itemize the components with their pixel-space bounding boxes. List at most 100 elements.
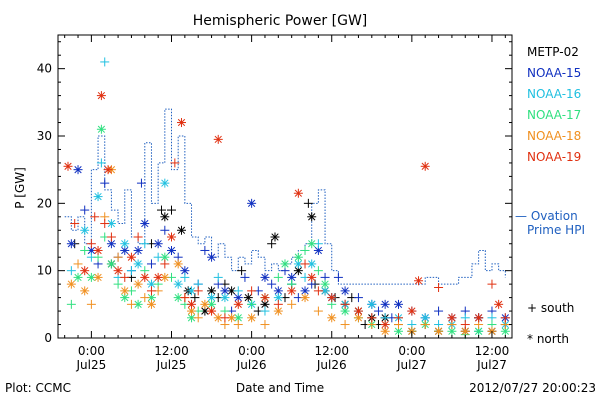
plot-timestamp: 2012/07/27 20:00:23 bbox=[469, 381, 596, 395]
data-point bbox=[73, 259, 83, 269]
star-d2 bbox=[94, 246, 102, 255]
star-d2 bbox=[154, 273, 162, 282]
star-d2 bbox=[121, 246, 129, 255]
star-d2 bbox=[294, 253, 303, 261]
data-point bbox=[313, 245, 323, 255]
star-d2 bbox=[64, 162, 72, 170]
data-point bbox=[303, 198, 313, 208]
data-point bbox=[140, 239, 150, 249]
star-d2 bbox=[321, 280, 329, 288]
data-point bbox=[220, 313, 230, 323]
star-d2 bbox=[308, 273, 316, 282]
data-point bbox=[247, 198, 257, 208]
star-d2 bbox=[381, 300, 389, 308]
star-d2 bbox=[234, 293, 242, 302]
star-d2 bbox=[414, 277, 423, 285]
data-point bbox=[407, 306, 417, 316]
x-axis-label: Date and Time bbox=[236, 381, 324, 395]
data-point bbox=[133, 279, 143, 289]
star-d2 bbox=[227, 287, 236, 295]
star-d2 bbox=[227, 314, 236, 322]
data-point bbox=[106, 232, 116, 242]
data-point bbox=[140, 219, 150, 229]
data-point bbox=[287, 299, 297, 309]
star-d2 bbox=[381, 327, 389, 335]
data-point bbox=[106, 259, 116, 269]
data-point bbox=[380, 326, 390, 336]
data-point bbox=[353, 306, 363, 316]
star-d2 bbox=[448, 314, 456, 322]
data-point bbox=[173, 259, 183, 269]
star-d2 bbox=[274, 287, 282, 295]
data-point bbox=[340, 320, 350, 330]
data-point bbox=[447, 313, 457, 323]
data-point bbox=[86, 299, 96, 309]
data-point bbox=[367, 313, 377, 323]
data-point bbox=[146, 299, 156, 309]
data-point bbox=[313, 266, 323, 276]
star-d2 bbox=[147, 293, 156, 302]
data-point bbox=[200, 299, 210, 309]
data-point bbox=[113, 266, 123, 276]
data-point bbox=[120, 286, 130, 296]
star-d2 bbox=[201, 307, 209, 315]
data-point bbox=[167, 232, 176, 242]
star-d2 bbox=[271, 233, 279, 241]
star-d2 bbox=[308, 260, 316, 268]
data-point bbox=[313, 286, 323, 296]
data-point bbox=[273, 286, 283, 296]
data-point bbox=[133, 232, 143, 242]
x-tick-time-label: 12:00 bbox=[314, 344, 349, 358]
data-point bbox=[243, 293, 253, 303]
legend-entry: METP-02 bbox=[527, 45, 579, 59]
data-point bbox=[213, 134, 223, 144]
data-point bbox=[156, 205, 166, 215]
star-d2 bbox=[141, 219, 149, 228]
chart-title: Hemispheric Power [GW] bbox=[193, 13, 368, 29]
data-point bbox=[170, 158, 180, 168]
data-point bbox=[313, 306, 323, 316]
star-d2 bbox=[94, 192, 102, 201]
data-point bbox=[340, 286, 350, 296]
data-point bbox=[320, 279, 330, 289]
data-point bbox=[327, 293, 337, 303]
star-d2 bbox=[74, 166, 82, 174]
star-d2 bbox=[274, 293, 282, 302]
legend-ovation-line2: Prime HPI bbox=[527, 223, 585, 237]
star-d2 bbox=[81, 287, 89, 295]
y-axis-label: P [GW] bbox=[13, 167, 27, 209]
star-d2 bbox=[281, 260, 289, 268]
star-d2 bbox=[308, 240, 316, 248]
data-point bbox=[126, 252, 136, 262]
star-d2 bbox=[288, 273, 296, 282]
data-point bbox=[160, 212, 170, 222]
data-point bbox=[380, 299, 390, 309]
data-point bbox=[340, 299, 350, 309]
star-d2 bbox=[207, 293, 216, 302]
data-point bbox=[140, 293, 150, 303]
star-d2 bbox=[167, 246, 176, 255]
star-d2 bbox=[161, 213, 169, 221]
star-d2 bbox=[314, 246, 323, 255]
star-d2 bbox=[461, 327, 469, 335]
star-d2 bbox=[448, 327, 456, 335]
data-point bbox=[434, 283, 444, 292]
x-tick-day-label: Jul26 bbox=[236, 358, 267, 372]
data-point bbox=[100, 57, 110, 67]
data-point bbox=[394, 313, 403, 323]
data-point bbox=[327, 313, 337, 323]
star-d2 bbox=[341, 307, 349, 315]
star-d2 bbox=[104, 166, 112, 174]
data-point bbox=[300, 293, 310, 303]
data-point bbox=[420, 320, 430, 330]
data-point bbox=[113, 252, 123, 262]
data-point bbox=[487, 279, 497, 289]
legend-north-marker: * north bbox=[527, 332, 569, 346]
data-point bbox=[233, 286, 243, 296]
star-d2 bbox=[74, 273, 82, 282]
ovation-hpi-line bbox=[64, 108, 506, 285]
data-point bbox=[80, 205, 90, 215]
data-point bbox=[300, 245, 310, 255]
x-tick-day-label: Jul27 bbox=[396, 358, 427, 372]
